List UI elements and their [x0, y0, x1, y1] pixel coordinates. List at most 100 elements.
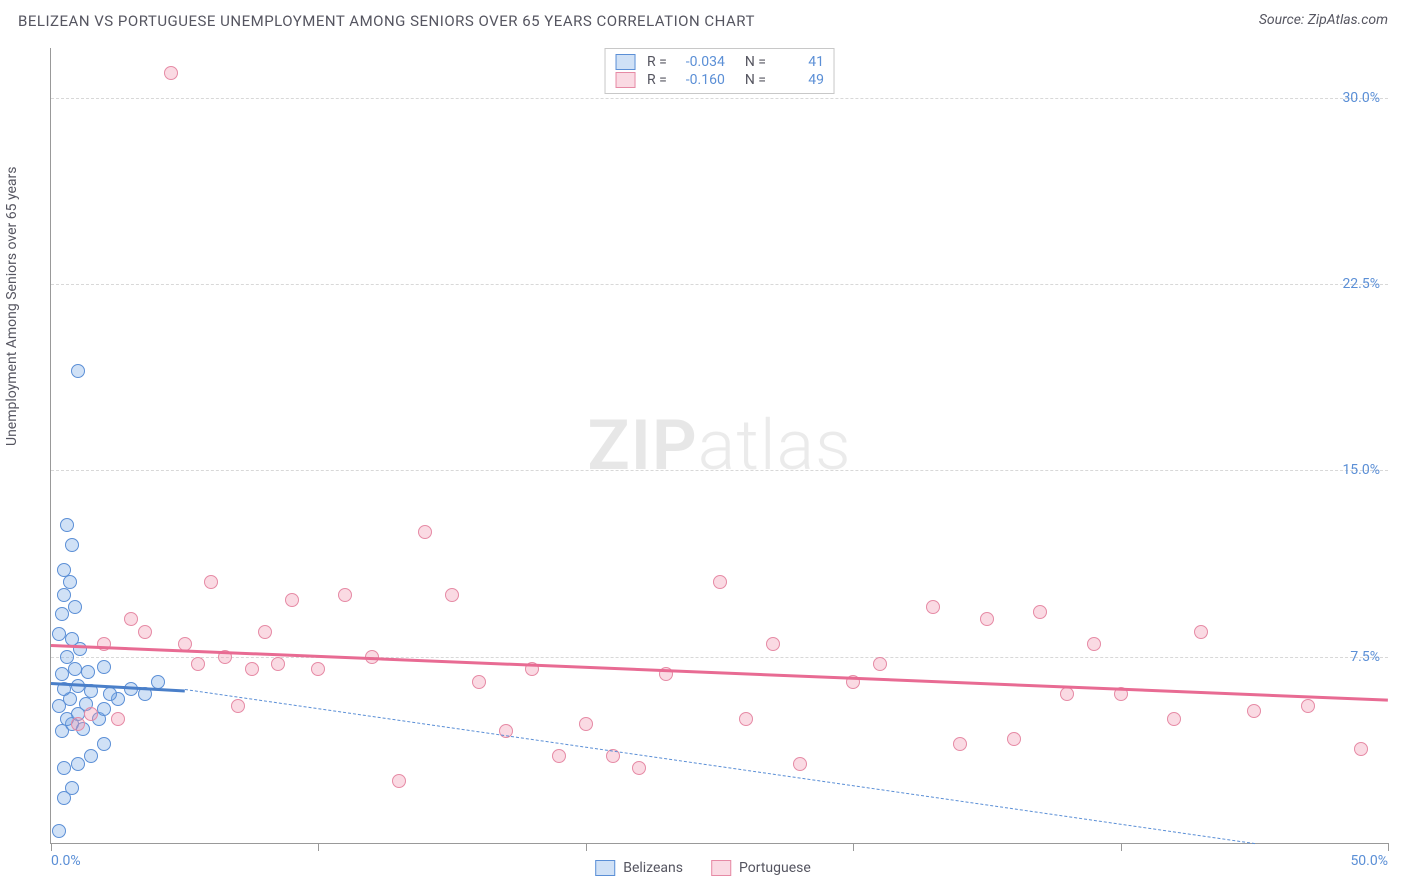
data-point — [258, 625, 272, 639]
y-tick-label: 7.5% — [1350, 649, 1380, 665]
data-point — [55, 607, 69, 621]
data-point — [60, 650, 74, 664]
data-point — [1087, 637, 1101, 651]
r-value: -0.034 — [675, 54, 725, 70]
data-point — [632, 761, 646, 775]
data-point — [71, 717, 85, 731]
x-tick — [1388, 843, 1389, 851]
watermark: ZIPatlas — [587, 405, 851, 487]
data-point — [1167, 712, 1181, 726]
data-point — [52, 824, 66, 838]
data-point — [1247, 704, 1261, 718]
trend-extrapolation — [185, 689, 1255, 844]
y-tick-label: 22.5% — [1342, 276, 1380, 292]
data-point — [1007, 732, 1021, 746]
data-point — [84, 749, 98, 763]
data-point — [68, 600, 82, 614]
data-point — [245, 662, 259, 676]
gridline — [51, 470, 1388, 471]
data-point — [138, 625, 152, 639]
data-point — [980, 612, 994, 626]
legend-swatch — [595, 860, 615, 876]
legend-series-label: Belizeans — [623, 860, 683, 876]
y-axis-label: Unemployment Among Seniors over 65 years — [4, 167, 20, 447]
gridline — [51, 657, 1388, 658]
data-point — [285, 593, 299, 607]
n-label: N = — [745, 54, 766, 70]
data-point — [57, 563, 71, 577]
data-point — [57, 588, 71, 602]
n-value: 49 — [774, 72, 824, 88]
data-point — [926, 600, 940, 614]
data-point — [231, 699, 245, 713]
data-point — [1354, 742, 1368, 756]
data-point — [1301, 699, 1315, 713]
data-point — [873, 657, 887, 671]
n-label: N = — [745, 72, 766, 88]
x-tick — [586, 843, 587, 851]
x-tick — [318, 843, 319, 851]
gridline — [51, 98, 1388, 99]
data-point — [392, 774, 406, 788]
data-point — [739, 712, 753, 726]
gridline — [51, 284, 1388, 285]
data-point — [52, 627, 66, 641]
data-point — [472, 675, 486, 689]
y-tick-label: 30.0% — [1342, 90, 1380, 106]
x-tick — [51, 843, 52, 851]
data-point — [81, 665, 95, 679]
data-point — [65, 538, 79, 552]
data-point — [445, 588, 459, 602]
n-value: 41 — [774, 54, 824, 70]
data-point — [84, 707, 98, 721]
legend-series-item: Belizeans — [595, 860, 683, 876]
y-tick-label: 15.0% — [1342, 462, 1380, 478]
data-point — [338, 588, 352, 602]
data-point — [65, 781, 79, 795]
data-point — [97, 737, 111, 751]
data-point — [766, 637, 780, 651]
data-point — [1060, 687, 1074, 701]
data-point — [97, 660, 111, 674]
data-point — [97, 702, 111, 716]
legend-stat-row: R = -0.160 N = 49 — [615, 71, 824, 89]
data-point — [68, 662, 82, 676]
data-point — [111, 712, 125, 726]
data-point — [271, 657, 285, 671]
legend-swatch — [711, 860, 731, 876]
data-point — [713, 575, 727, 589]
r-value: -0.160 — [675, 72, 725, 88]
data-point — [63, 575, 77, 589]
data-point — [191, 657, 205, 671]
data-point — [57, 761, 71, 775]
data-point — [1194, 625, 1208, 639]
data-point — [55, 667, 69, 681]
data-point — [418, 525, 432, 539]
data-point — [204, 575, 218, 589]
x-tick — [1121, 843, 1122, 851]
x-tick-label: 0.0% — [51, 853, 81, 869]
x-tick-label: 50.0% — [1350, 853, 1388, 869]
data-point — [71, 679, 85, 693]
legend-series-label: Portuguese — [739, 860, 811, 876]
series-legend: Belizeans Portuguese — [595, 860, 811, 876]
data-point — [552, 749, 566, 763]
r-label: R = — [647, 72, 667, 88]
data-point — [151, 675, 165, 689]
data-point — [579, 717, 593, 731]
data-point — [793, 757, 807, 771]
correlation-legend: R = -0.034 N = 41 R = -0.160 N = 49 — [604, 48, 835, 94]
data-point — [1033, 605, 1047, 619]
scatter-chart: ZIPatlas R = -0.034 N = 41 R = -0.160 N = 49 7.… — [50, 48, 1388, 844]
chart-title: BELIZEAN VS PORTUGUESE UNEMPLOYMENT AMON… — [18, 12, 755, 30]
legend-swatch — [615, 72, 635, 88]
data-point — [97, 637, 111, 651]
data-point — [311, 662, 325, 676]
data-point — [103, 687, 117, 701]
data-point — [71, 364, 85, 378]
data-point — [953, 737, 967, 751]
source-attribution: Source: ZipAtlas.com — [1259, 12, 1388, 28]
r-label: R = — [647, 54, 667, 70]
legend-stat-row: R = -0.034 N = 41 — [615, 53, 824, 71]
x-tick — [853, 843, 854, 851]
